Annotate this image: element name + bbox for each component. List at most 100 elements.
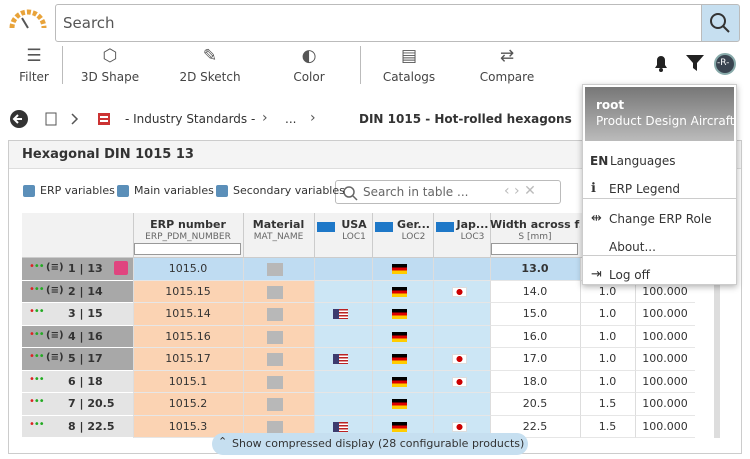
avatar[interactable]: -R- <box>714 53 736 75</box>
cell <box>133 348 243 371</box>
compressed-toggle[interactable]: Show compressed display (28 configurable… <box>212 433 528 455</box>
cell <box>433 303 490 326</box>
breadcrumb-sep: › <box>262 110 268 126</box>
extra-value: 1.0 <box>598 374 617 388</box>
cell <box>314 258 372 281</box>
cell <box>314 280 372 303</box>
flag-jap <box>452 354 467 364</box>
flag-usa <box>333 309 348 319</box>
panel-title: Hexagonal DIN 1015 13 <box>22 147 194 162</box>
menu-item[interactable]: About... <box>583 235 736 261</box>
erp-number: 1015.2 <box>168 397 208 410</box>
extra-value: 1.5 <box>598 397 617 410</box>
back-button[interactable] <box>9 109 29 129</box>
toolbar-label[interactable]: 3D Shape <box>80 70 140 84</box>
toolbar-icon[interactable]: ☰ <box>26 46 42 66</box>
breadcrumb-item[interactable]: DIN 1015 - Hot-rolled hexagons <box>359 112 572 126</box>
cell <box>490 393 580 416</box>
flag-ger <box>392 376 407 387</box>
menu-item[interactable]: ⇹ Change ERP Role <box>583 207 736 233</box>
material-swatch <box>267 353 283 366</box>
cell <box>635 280 695 303</box>
cell <box>580 393 635 416</box>
flag-usa <box>333 354 348 364</box>
checkbox[interactable] <box>216 185 228 197</box>
breadcrumb-item[interactable]: - Industry Standards - <box>125 112 256 126</box>
compressed-label: Show compressed display (28 configurable… <box>232 437 525 450</box>
extra-value: 1.0 <box>598 284 617 298</box>
material-swatch <box>267 285 283 299</box>
checkbox[interactable] <box>23 185 35 197</box>
column-title: ERP number <box>150 218 226 231</box>
status-dots: ••• <box>29 283 45 295</box>
table-search-placeholder: Search in table ... <box>363 185 469 199</box>
toolbar-icon[interactable]: ⇄ <box>499 46 515 66</box>
menu-label: Languages <box>610 154 676 168</box>
toolbar-label[interactable]: 2D Sketch <box>179 70 241 84</box>
cell <box>490 348 580 371</box>
checkbox-label[interactable]: ERP variables <box>40 184 115 197</box>
download-icon[interactable] <box>114 261 128 275</box>
filter-icon[interactable] <box>684 52 706 74</box>
separator <box>360 46 361 84</box>
flag-ger <box>392 264 407 274</box>
flag-jap <box>452 376 467 387</box>
menu-item[interactable]: ⇥ Log off <box>583 263 736 289</box>
width-value: 20.5 <box>522 397 548 410</box>
erp-number: 1015.15 <box>165 284 211 298</box>
table-search[interactable]: Search in table ... ‹ › ✕ <box>335 180 561 204</box>
toolbar-icon[interactable]: ▤ <box>400 46 418 66</box>
cell <box>133 325 243 348</box>
cell <box>490 280 580 303</box>
toolbar-label[interactable]: Filter <box>19 70 49 84</box>
menu-separator <box>583 255 736 256</box>
group-icon: (≡) <box>46 262 64 273</box>
row-header <box>22 258 133 281</box>
sap-logo <box>436 222 454 232</box>
menu-item[interactable]: ℹ ERP Legend <box>583 177 736 203</box>
menu-label: Change ERP Role <box>609 212 712 226</box>
sap-logo <box>375 222 393 232</box>
cell <box>580 415 635 438</box>
toolbar-label[interactable]: Color <box>293 70 325 84</box>
column-filter[interactable] <box>491 243 578 255</box>
row-label: 6 | 18 <box>68 374 103 388</box>
toolbar-icon[interactable]: ✎ <box>202 46 218 66</box>
column-sub: LOC2 <box>401 232 426 242</box>
checkbox[interactable] <box>117 185 129 197</box>
flag-ger <box>392 421 407 432</box>
column-sub: S [mm] <box>518 232 552 242</box>
toolbar-icon[interactable]: ◐ <box>301 46 317 66</box>
cell <box>133 303 243 326</box>
row-label: 2 | 14 <box>68 284 103 298</box>
row-label: 1 | 13 <box>68 262 103 275</box>
menu-item[interactable]: EN Languages <box>583 149 736 175</box>
toolbar-label[interactable]: Catalogs <box>382 70 436 84</box>
column-title: Width across f... <box>490 218 580 231</box>
nav-icons: ‹ › ✕ <box>504 183 536 199</box>
breadcrumb-sep: › <box>310 110 316 126</box>
status-dots: ••• <box>29 328 45 340</box>
breadcrumb-item[interactable]: ... <box>285 112 297 126</box>
erp-number: 1015.14 <box>165 307 211 320</box>
search-button[interactable] <box>701 4 740 42</box>
column-filter[interactable] <box>134 243 241 255</box>
width-value: 16.0 <box>522 329 548 343</box>
search-box[interactable]: Search <box>55 4 702 42</box>
column-sub: LOC1 <box>342 232 366 242</box>
column-sub: LOC3 <box>460 232 485 242</box>
material-swatch <box>267 375 283 389</box>
checkbox-label[interactable]: Main variables <box>134 184 214 197</box>
toolbar-label[interactable]: Compare <box>479 70 535 84</box>
menu-icon: ⇥ <box>591 267 602 282</box>
search-placeholder: Search <box>63 14 115 32</box>
checkbox-label[interactable]: Secondary variables <box>233 184 345 197</box>
sap-logo <box>317 222 335 232</box>
flag-ger <box>392 286 407 297</box>
menu-icon: ⇹ <box>591 211 602 226</box>
logo <box>9 9 47 29</box>
bell-icon[interactable] <box>650 52 672 74</box>
toolbar-icon[interactable]: ⬡ <box>102 46 118 66</box>
row-header <box>22 393 133 416</box>
cell <box>133 258 243 281</box>
